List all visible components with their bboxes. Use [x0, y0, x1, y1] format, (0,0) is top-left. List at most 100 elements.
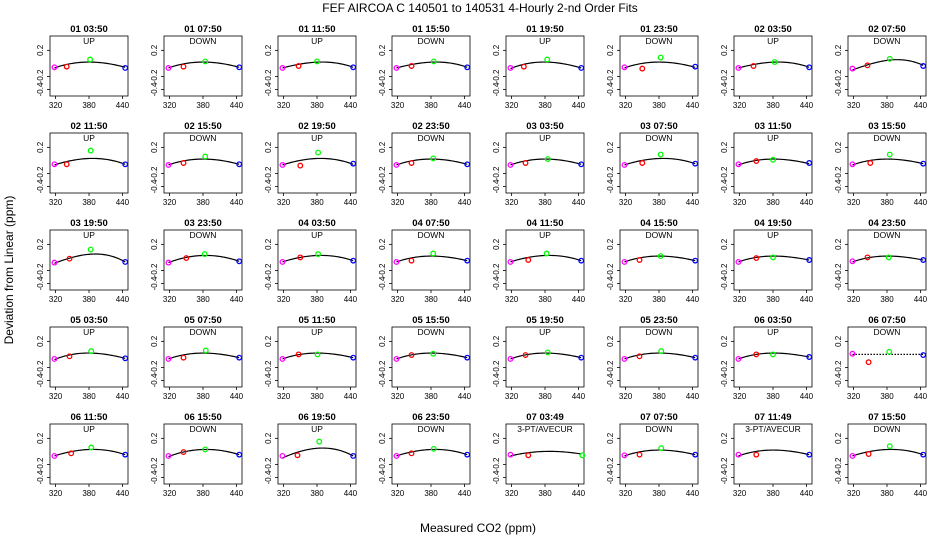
y-tick-label: 0.2: [720, 432, 729, 444]
data-point: [393, 259, 400, 265]
data-point: [771, 59, 778, 66]
x-tick-label: 320: [619, 198, 633, 207]
y-tick-label: -0.2: [720, 263, 729, 277]
panel-label: UP: [311, 230, 323, 240]
y-tick-label: -0.2: [150, 263, 159, 277]
data-point: [920, 451, 927, 458]
panel-label: DOWN: [646, 36, 673, 46]
data-point: [692, 257, 699, 264]
panel-title: 05 11:50: [299, 315, 336, 326]
data-point: [658, 348, 665, 355]
data-point: [770, 351, 776, 358]
x-tick-label: 440: [800, 489, 814, 498]
fit-curve: [852, 448, 924, 457]
fit-curve: [738, 158, 810, 166]
x-tick-label: 440: [458, 295, 472, 304]
data-point: [122, 259, 129, 265]
y-tick-label: 0.2: [606, 238, 615, 250]
y-tick-label: -0.4: [606, 179, 615, 193]
data-point: [578, 257, 585, 264]
y-tick-label: -0.4: [720, 470, 729, 484]
panel-label: DOWN: [190, 36, 217, 46]
data-point: [236, 64, 243, 71]
y-tick-label: -0.2: [264, 166, 273, 180]
panel-label: DOWN: [646, 424, 673, 434]
x-tick-label: 440: [686, 101, 700, 110]
y-tick-label: -0.2: [378, 263, 387, 277]
data-point: [314, 58, 320, 65]
y-tick-label: 0.2: [492, 335, 501, 347]
y-tick-label: 0.2: [36, 335, 45, 347]
y-tick-label: 0.2: [492, 141, 501, 153]
y-tick-label: -0.4: [492, 82, 501, 96]
y-tick-label: 0.2: [36, 44, 45, 56]
panel-label: UP: [539, 133, 551, 143]
data-point: [165, 259, 172, 266]
y-tick-label: 0.2: [150, 335, 159, 347]
y-tick-label: 0.2: [150, 432, 159, 444]
x-axis-label: Measured CO2 (ppm): [420, 521, 536, 535]
y-tick-label: 0.2: [264, 335, 273, 347]
panel-title: 07 07:50: [640, 412, 678, 423]
y-tick-label: -0.4: [492, 179, 501, 193]
x-tick-label: 380: [766, 489, 780, 498]
y-tick-label: -0.2: [150, 457, 159, 471]
y-tick-label: -0.4: [36, 179, 45, 193]
y-tick-label: -0.4: [492, 470, 501, 484]
y-tick-label: -0.2: [150, 69, 159, 83]
panel-title: 01 03:50: [70, 24, 108, 35]
x-tick-label: 440: [572, 101, 586, 110]
data-point: [621, 64, 628, 71]
x-tick-label: 380: [538, 295, 552, 304]
data-point: [920, 257, 927, 263]
y-tick-label: -0.2: [720, 360, 729, 374]
x-tick-label: 440: [572, 198, 586, 207]
y-tick-label: -0.2: [36, 263, 45, 277]
data-point: [294, 452, 301, 459]
data-point: [753, 255, 760, 261]
x-tick-label: 440: [686, 489, 700, 498]
y-tick-label: -0.2: [492, 166, 501, 180]
data-point: [165, 356, 172, 362]
data-point: [657, 253, 664, 260]
data-point: [88, 444, 95, 451]
panel-title: 01 11:50: [299, 24, 336, 35]
panel: 07 03:493-PT/AVECUR 320 380 440 0.2 -0.2-0.4: [492, 412, 586, 498]
data-point: [544, 156, 551, 163]
data-point: [735, 451, 742, 458]
x-tick-label: 320: [733, 101, 747, 110]
x-tick-label: 440: [116, 392, 130, 401]
panel-label: UP: [767, 36, 779, 46]
panel-label: DOWN: [874, 133, 901, 143]
y-tick-label: 0.2: [36, 141, 45, 153]
panel-label: DOWN: [190, 424, 217, 434]
x-tick-label: 320: [847, 489, 861, 498]
data-point: [350, 64, 357, 71]
panel-title: 02 23:50: [412, 121, 450, 132]
fit-curve: [624, 255, 696, 263]
panel-label: DOWN: [874, 327, 901, 337]
data-point: [51, 259, 58, 266]
y-tick-label: -0.2: [834, 166, 843, 180]
x-tick-label: 320: [49, 489, 63, 498]
fit-curve: [624, 157, 696, 166]
data-point: [393, 356, 400, 362]
data-point: [621, 259, 628, 265]
data-point: [753, 451, 760, 458]
y-tick-label: 0.2: [834, 238, 843, 250]
x-tick-label: 440: [230, 392, 244, 401]
data-point: [350, 257, 357, 264]
y-tick-label: -0.2: [606, 457, 615, 471]
y-tick-label: 0.2: [150, 141, 159, 153]
y-tick-label: -0.4: [150, 373, 159, 387]
y-tick-label: -0.4: [36, 82, 45, 96]
data-point: [579, 452, 586, 459]
x-tick-label: 380: [424, 489, 438, 498]
x-tick-label: 440: [230, 198, 244, 207]
y-tick-label: 0.2: [378, 335, 387, 347]
